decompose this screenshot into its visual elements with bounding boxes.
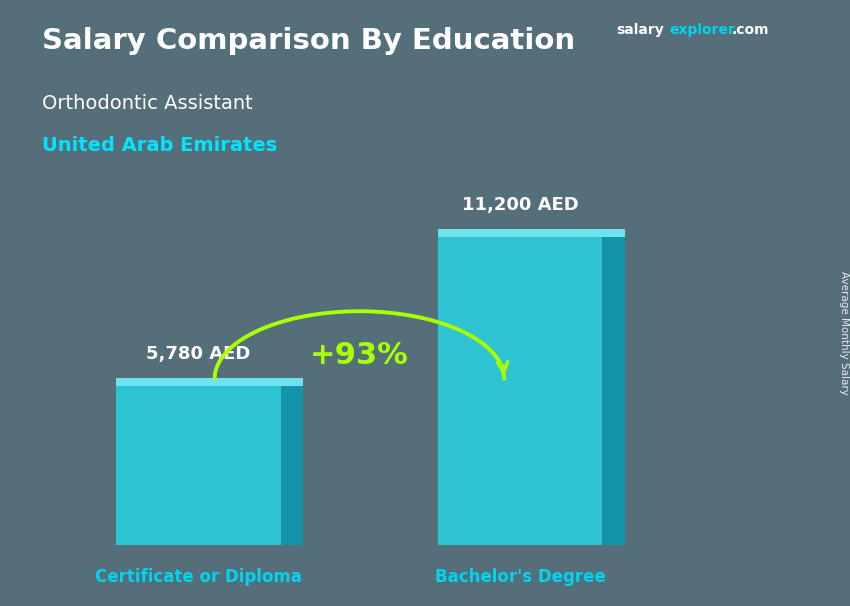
Text: 11,200 AED: 11,200 AED [462, 196, 579, 214]
Bar [438, 238, 603, 545]
Text: +93%: +93% [310, 341, 409, 370]
Bar [603, 238, 625, 545]
Bar [116, 387, 280, 545]
Bar [280, 387, 303, 545]
Bar [116, 378, 303, 387]
Text: Salary Comparison By Education: Salary Comparison By Education [42, 27, 575, 55]
Bar [438, 229, 625, 238]
Text: Bachelor's Degree: Bachelor's Degree [434, 568, 606, 586]
Text: United Arab Emirates: United Arab Emirates [42, 136, 278, 155]
Text: explorer: explorer [669, 23, 734, 37]
Text: Orthodontic Assistant: Orthodontic Assistant [42, 94, 253, 113]
Text: 5,780 AED: 5,780 AED [146, 345, 251, 363]
Text: Average Monthly Salary: Average Monthly Salary [839, 271, 849, 395]
Text: .com: .com [732, 23, 769, 37]
Text: Certificate or Diploma: Certificate or Diploma [95, 568, 302, 586]
Text: salary: salary [616, 23, 664, 37]
